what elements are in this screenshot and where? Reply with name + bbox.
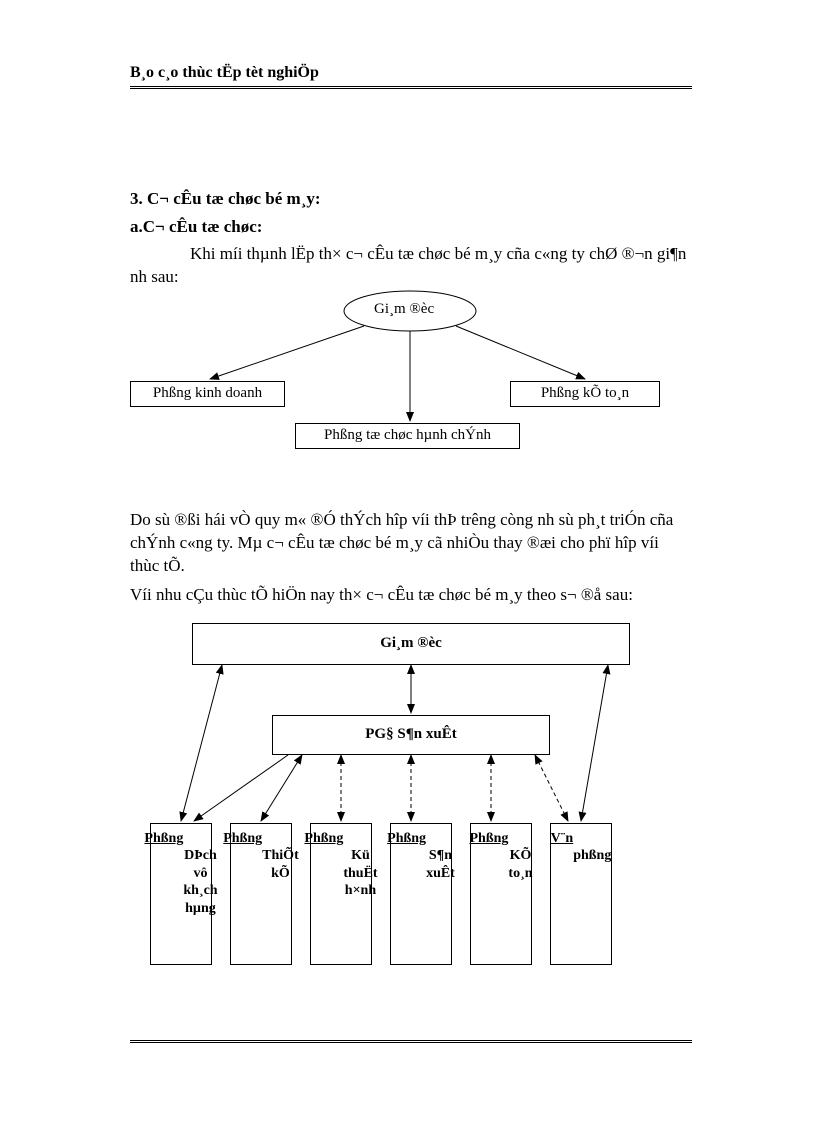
- leaf-node-5: V¨nphßng: [550, 823, 612, 965]
- footer-divider: [130, 1040, 692, 1043]
- paragraph-2: Do sù ®ßi hái vÒ quy m« ®Ó thÝch hîp víi…: [130, 509, 692, 578]
- node-box-right: Phßng kÕ to¸n: [510, 381, 660, 407]
- header-divider: [130, 86, 692, 89]
- paragraph-1: Khi míi thµnh lËp th× c¬ cÊu tæ chøc bé …: [130, 243, 692, 289]
- page-header-title: B¸o c¸o thùc tËp tèt nghiÖp: [130, 64, 692, 82]
- subsection-heading: a.C¬ cÊu tæ chøc:: [130, 217, 692, 237]
- org-chart-1: Gi¸m ®èc Phßng kinh doanh Phßng tæ chøc …: [130, 289, 692, 479]
- section-heading: 3. C¬ cÊu tæ chøc bé m¸y:: [130, 189, 692, 209]
- page-content: B¸o c¸o thùc tËp tèt nghiÖp 3. C¬ cÊu tæ…: [130, 64, 692, 1003]
- leaf-node-0: PhßngDÞchvôkh¸chhµng: [150, 823, 212, 965]
- root-node-label: Gi¸m ®èc: [374, 301, 434, 318]
- paragraph-3: Víi nhu cÇu thùc tÕ hiÖn nay th× c¬ cÊu …: [130, 584, 692, 607]
- leaf-node-2: PhßngKüthuËth×nh: [310, 823, 372, 965]
- leaf-node-3: PhßngS¶nxuÊt: [390, 823, 452, 965]
- leaf-node-1: PhßngThiÕtkÕ: [230, 823, 292, 965]
- node-box-center: Phßng tæ chøc hµnh chÝnh: [295, 423, 520, 449]
- org-chart-2: Gi¸m ®èc PG§ S¶n xuÊt PhßngDÞchvôkh¸chhµ…: [130, 623, 692, 1003]
- top-node: Gi¸m ®èc: [192, 623, 630, 665]
- mid-node: PG§ S¶n xuÊt: [272, 715, 550, 755]
- leaf-node-4: PhßngKÕto¸n: [470, 823, 532, 965]
- node-box-left: Phßng kinh doanh: [130, 381, 285, 407]
